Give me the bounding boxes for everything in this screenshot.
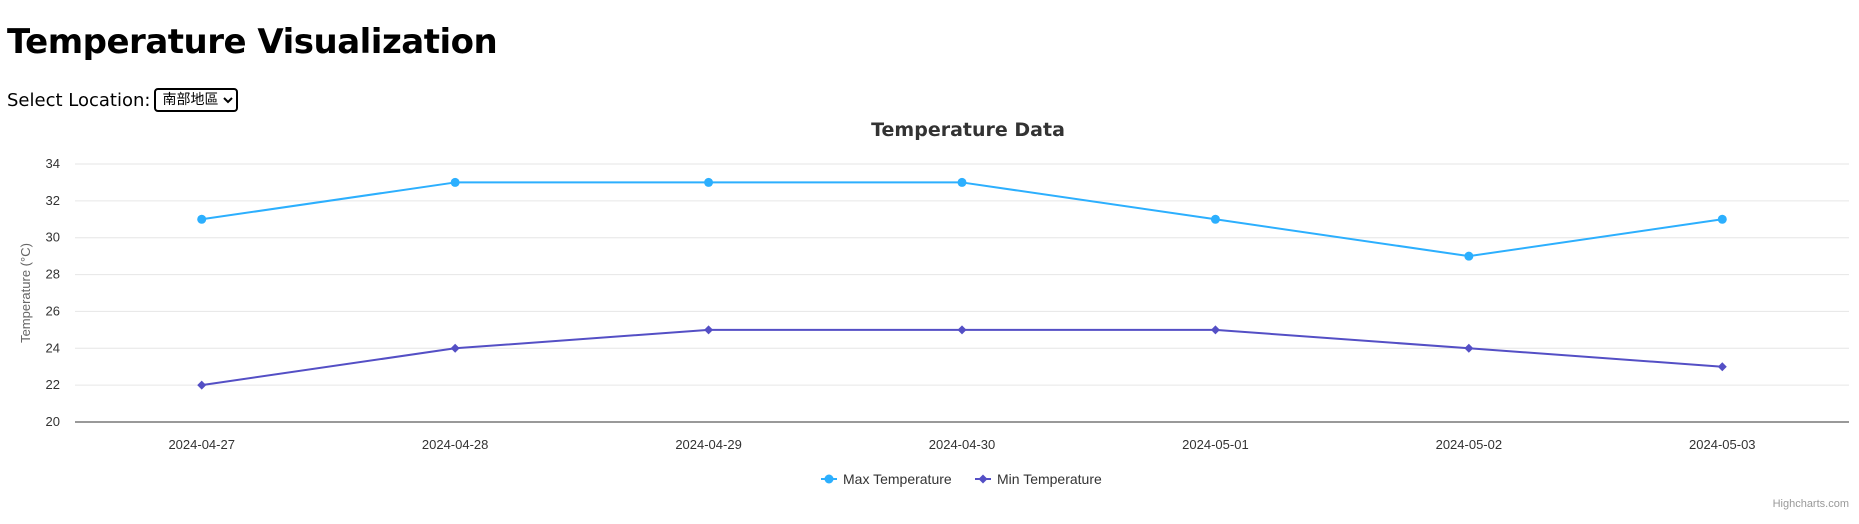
y-tick-label: 22	[46, 377, 60, 392]
x-tick-label: 2024-04-30	[929, 437, 996, 452]
series-1	[197, 325, 1727, 390]
y-tick-label: 24	[46, 340, 60, 355]
data-point	[1464, 343, 1474, 353]
data-point	[824, 474, 834, 484]
x-tick-label: 2024-05-02	[1436, 437, 1503, 452]
legend-item[interactable]: Min Temperature	[975, 471, 1102, 487]
y-tick-label: 32	[46, 193, 60, 208]
data-point	[957, 177, 967, 187]
data-point	[1210, 325, 1220, 335]
data-point	[704, 177, 714, 187]
grid-layer	[75, 163, 1849, 386]
data-point	[450, 177, 460, 187]
x-tick-label: 2024-04-27	[168, 437, 235, 452]
chart-title: Temperature Data	[871, 119, 1065, 141]
y-tick-label: 26	[46, 303, 60, 318]
data-point	[1717, 362, 1727, 372]
location-select[interactable]: 南部地區	[154, 88, 239, 112]
axis-layer: 20 22 24 26 28 30 32 34 2024-04-27 2024-04-28 2024…	[46, 156, 1849, 452]
location-selector-row: Select Location: 南部地區	[7, 88, 239, 112]
page-title: Temperature Visualization	[7, 22, 498, 62]
data-point	[450, 343, 460, 353]
legend[interactable]: Max Temperature Min Temperature	[821, 471, 1102, 487]
data-point	[197, 214, 207, 224]
series-line	[201, 328, 1723, 387]
y-tick-label: 30	[46, 230, 60, 245]
x-tick-label: 2024-04-28	[422, 437, 489, 452]
data-point	[197, 380, 207, 390]
temperature-chart: Temperature Data 20 22 24 26 28 30 32 34 2024-04…	[18, 119, 1849, 510]
series-line	[201, 181, 1723, 258]
legend-label: Min Temperature	[997, 471, 1102, 487]
y-axis-title: Temperature (°C)	[18, 243, 33, 343]
y-tick-label: 28	[46, 267, 60, 282]
data-point	[1210, 214, 1220, 224]
data-point	[978, 474, 988, 484]
x-tick-label: 2024-05-01	[1182, 437, 1249, 452]
data-point	[1464, 251, 1474, 261]
x-tick-label: 2024-04-29	[675, 437, 742, 452]
legend-label: Max Temperature	[843, 471, 952, 487]
legend-item[interactable]: Max Temperature	[821, 471, 952, 487]
y-tick-label: 34	[46, 156, 60, 171]
data-point	[957, 325, 967, 335]
series-layer	[197, 177, 1727, 390]
data-point	[1717, 214, 1727, 224]
x-tick-label: 2024-05-03	[1689, 437, 1756, 452]
y-tick-label: 20	[46, 414, 60, 429]
location-label: Select Location:	[7, 89, 151, 111]
chart-credits[interactable]: Highcharts.com	[1773, 498, 1849, 510]
series-0	[197, 177, 1727, 261]
data-point	[704, 325, 714, 335]
